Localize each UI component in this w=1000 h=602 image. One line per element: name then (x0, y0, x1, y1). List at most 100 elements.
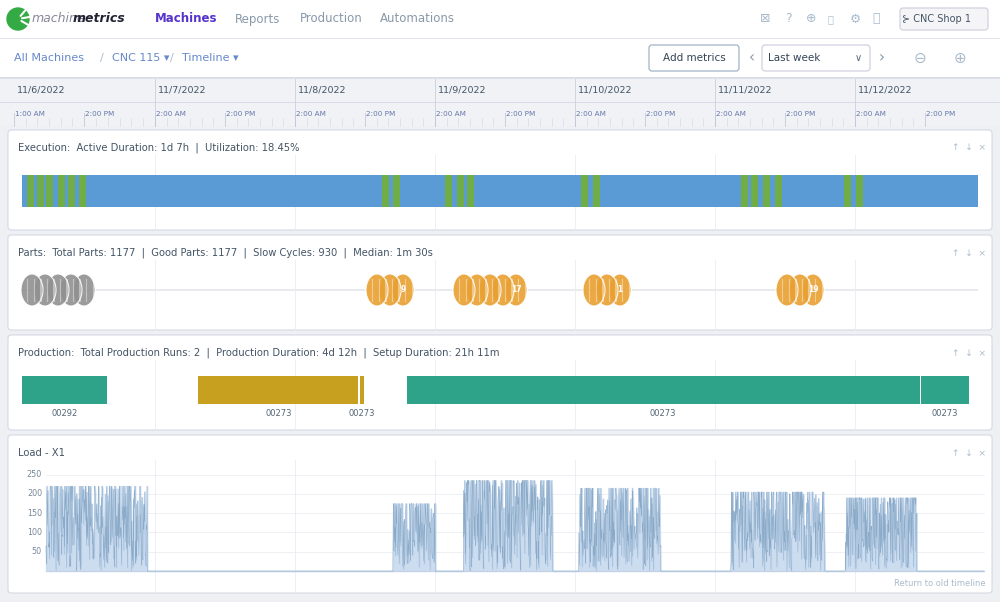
Text: Execution:  Active Duration: 1d 7h  |  Utilization: 18.45%: Execution: Active Duration: 1d 7h | Util… (18, 143, 300, 154)
Ellipse shape (788, 273, 812, 307)
Ellipse shape (478, 273, 502, 307)
Text: All Machines: All Machines (14, 53, 84, 63)
Text: 00273: 00273 (650, 409, 676, 418)
Bar (22, 175, 978, 206)
FancyBboxPatch shape (8, 335, 992, 430)
Text: 2:00 PM: 2:00 PM (226, 111, 255, 117)
Bar (22, 289, 978, 291)
Text: Timeline ▾: Timeline ▾ (182, 53, 239, 63)
Text: 11/7/2022: 11/7/2022 (158, 86, 207, 95)
Text: 9: 9 (400, 285, 406, 294)
Text: 2:00 AM: 2:00 AM (156, 111, 186, 117)
Ellipse shape (491, 273, 515, 307)
Ellipse shape (20, 273, 44, 307)
Ellipse shape (60, 274, 82, 306)
Bar (0, 38, 1000, 78)
Ellipse shape (453, 274, 475, 306)
Bar (856, 175, 863, 206)
FancyBboxPatch shape (8, 435, 992, 593)
Ellipse shape (72, 273, 96, 307)
Bar (198, 376, 358, 404)
Ellipse shape (504, 273, 528, 307)
Bar (22, 376, 107, 404)
Text: ›: › (879, 51, 885, 66)
Text: /: / (100, 53, 104, 63)
Ellipse shape (582, 273, 606, 307)
Text: 00273: 00273 (265, 409, 292, 418)
Text: Last week: Last week (768, 53, 820, 63)
Bar (27, 175, 34, 206)
Text: 1:00 AM: 1:00 AM (15, 111, 45, 117)
Text: ↑  ↓  ×: ↑ ↓ × (952, 448, 986, 458)
Text: ↑  ↓  ×: ↑ ↓ × (952, 143, 986, 152)
Text: Production: Production (300, 13, 363, 25)
Bar (0, 38, 1000, 39)
Text: 17: 17 (511, 285, 521, 294)
Bar (741, 175, 748, 206)
Bar (407, 376, 920, 404)
Text: 11/8/2022: 11/8/2022 (298, 86, 347, 95)
FancyBboxPatch shape (900, 8, 988, 30)
Text: machine: machine (32, 13, 86, 25)
Bar (37, 175, 44, 206)
Text: Machines: Machines (155, 13, 218, 25)
Bar (445, 175, 452, 206)
Ellipse shape (46, 273, 70, 307)
Ellipse shape (365, 273, 389, 307)
Bar (0, 102, 1000, 103)
Ellipse shape (775, 273, 799, 307)
Bar (382, 175, 389, 206)
Ellipse shape (608, 273, 632, 307)
Bar (921, 376, 969, 404)
Text: 2:00 PM: 2:00 PM (366, 111, 395, 117)
Text: Add metrics: Add metrics (663, 53, 725, 63)
Ellipse shape (391, 273, 415, 307)
Text: 00273: 00273 (349, 409, 375, 418)
Ellipse shape (595, 273, 619, 307)
Ellipse shape (479, 274, 501, 306)
Bar (467, 175, 474, 206)
Bar (68, 175, 75, 206)
Bar (593, 175, 600, 206)
Text: 00292: 00292 (51, 409, 78, 418)
Ellipse shape (505, 274, 527, 306)
Text: ?: ? (785, 13, 792, 25)
Text: 1: 1 (617, 285, 623, 294)
Text: 150: 150 (27, 509, 42, 518)
Text: 11/12/2022: 11/12/2022 (858, 86, 912, 95)
Text: 11/11/2022: 11/11/2022 (718, 86, 772, 95)
Text: 100: 100 (27, 528, 42, 537)
Ellipse shape (366, 274, 388, 306)
Bar (844, 175, 851, 206)
Ellipse shape (465, 273, 489, 307)
FancyBboxPatch shape (8, 235, 992, 330)
Text: 2:00 PM: 2:00 PM (646, 111, 675, 117)
Bar (457, 175, 464, 206)
Text: Parts:  Total Parts: 1177  |  Good Parts: 1177  |  Slow Cycles: 930  |  Median: : Parts: Total Parts: 1177 | Good Parts: 1… (18, 248, 433, 258)
Bar (79, 175, 86, 206)
Text: 2:00 PM: 2:00 PM (926, 111, 955, 117)
Ellipse shape (73, 274, 95, 306)
Ellipse shape (21, 274, 43, 306)
Text: ⊠: ⊠ (760, 13, 770, 25)
Text: 2:00 AM: 2:00 AM (296, 111, 326, 117)
Ellipse shape (452, 273, 476, 307)
Text: ↑  ↓  ×: ↑ ↓ × (952, 249, 986, 258)
Ellipse shape (609, 274, 631, 306)
Text: 2:00 AM: 2:00 AM (716, 111, 746, 117)
Text: ⚙: ⚙ (850, 13, 861, 25)
Text: 00273: 00273 (932, 409, 958, 418)
Text: 2:00 AM: 2:00 AM (856, 111, 886, 117)
Ellipse shape (59, 273, 83, 307)
Ellipse shape (801, 273, 825, 307)
Ellipse shape (466, 274, 488, 306)
Bar (46, 175, 53, 206)
Text: 200: 200 (27, 489, 42, 498)
FancyBboxPatch shape (762, 45, 870, 71)
Text: 2:00 PM: 2:00 PM (506, 111, 535, 117)
Bar (0, 0, 1000, 38)
Bar (58, 175, 65, 206)
Text: 🔒: 🔒 (828, 14, 834, 24)
Text: ⊱ CNC Shop 1: ⊱ CNC Shop 1 (902, 14, 971, 24)
Text: ⊕: ⊕ (806, 13, 816, 25)
